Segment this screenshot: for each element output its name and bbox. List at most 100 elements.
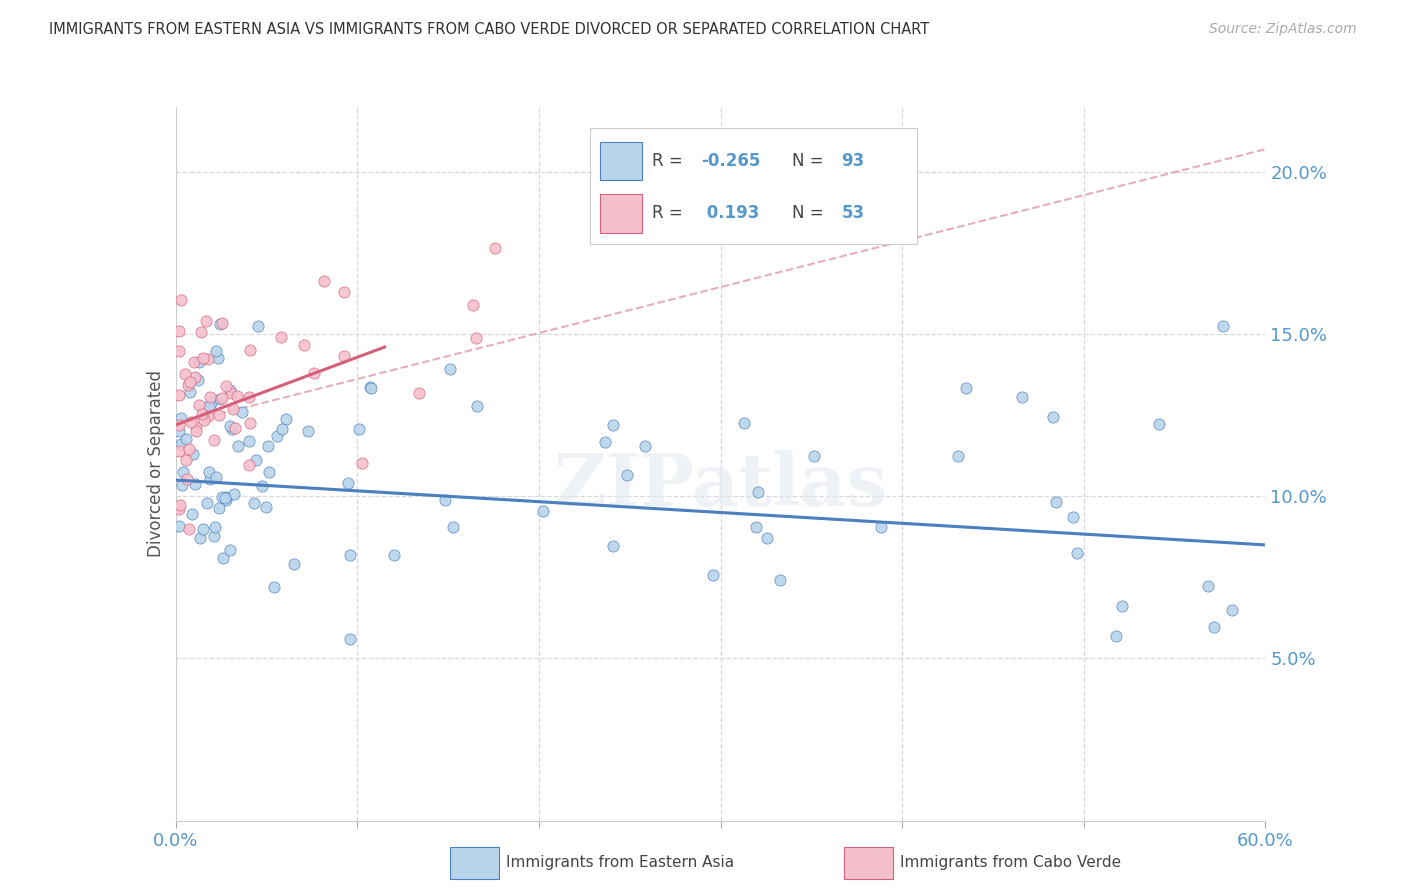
Point bbox=[208, 408, 231, 422]
Point bbox=[215, 378, 238, 392]
Point bbox=[484, 241, 506, 255]
Point bbox=[252, 479, 274, 493]
Point bbox=[211, 391, 233, 405]
Point bbox=[271, 422, 294, 436]
Point bbox=[616, 467, 638, 482]
Point bbox=[170, 477, 193, 491]
Point bbox=[226, 439, 249, 453]
Point bbox=[1011, 390, 1033, 404]
Point bbox=[257, 465, 280, 479]
Point bbox=[169, 501, 191, 516]
Point bbox=[200, 396, 222, 410]
Point bbox=[169, 343, 191, 358]
Point bbox=[191, 407, 214, 421]
Point bbox=[408, 386, 430, 401]
Point bbox=[1111, 599, 1133, 613]
Point bbox=[191, 351, 214, 365]
Point bbox=[238, 416, 260, 430]
Text: Immigrants from Eastern Asia: Immigrants from Eastern Asia bbox=[506, 855, 734, 870]
Point bbox=[238, 458, 260, 472]
Y-axis label: Divorced or Separated: Divorced or Separated bbox=[146, 370, 165, 558]
Point bbox=[463, 298, 485, 312]
Point bbox=[593, 434, 616, 449]
Bar bbox=[599, 194, 643, 233]
Point bbox=[756, 531, 779, 545]
Point bbox=[869, 520, 891, 534]
Point bbox=[197, 352, 219, 367]
Point bbox=[465, 331, 488, 345]
Point bbox=[169, 498, 191, 512]
Point bbox=[214, 491, 236, 506]
Point bbox=[174, 452, 197, 467]
Point bbox=[221, 421, 243, 435]
Point bbox=[169, 324, 191, 338]
Point bbox=[204, 520, 226, 534]
Point bbox=[177, 378, 200, 392]
Point bbox=[194, 314, 217, 328]
Point bbox=[181, 507, 204, 521]
Point bbox=[292, 338, 315, 352]
Point bbox=[224, 421, 246, 435]
Point bbox=[702, 568, 724, 582]
Point bbox=[302, 366, 325, 380]
Text: 0.193: 0.193 bbox=[702, 204, 759, 222]
Point bbox=[170, 436, 193, 450]
Point bbox=[339, 548, 361, 562]
Point bbox=[339, 632, 361, 646]
Point bbox=[955, 381, 977, 395]
Point bbox=[226, 389, 249, 403]
Point bbox=[208, 392, 231, 406]
Point bbox=[193, 413, 215, 427]
Point bbox=[191, 522, 214, 536]
Point bbox=[218, 543, 240, 558]
Text: R =: R = bbox=[652, 152, 688, 169]
Point bbox=[188, 398, 211, 412]
Point bbox=[174, 432, 197, 446]
Point bbox=[433, 493, 456, 508]
Point bbox=[190, 531, 212, 545]
Point bbox=[263, 580, 285, 594]
Point bbox=[179, 375, 201, 389]
Point bbox=[188, 355, 211, 369]
Point bbox=[169, 444, 191, 458]
Point bbox=[531, 503, 554, 517]
Point bbox=[218, 419, 240, 434]
Point bbox=[247, 318, 270, 333]
Point bbox=[231, 405, 253, 419]
Point bbox=[208, 501, 231, 516]
Point bbox=[177, 522, 200, 536]
Point bbox=[204, 343, 226, 358]
Point bbox=[349, 422, 371, 436]
Point bbox=[181, 447, 204, 461]
Point bbox=[184, 420, 207, 434]
Point bbox=[439, 362, 461, 376]
Point bbox=[239, 343, 262, 358]
Point bbox=[238, 434, 260, 448]
Point bbox=[333, 349, 356, 363]
Point bbox=[257, 439, 280, 453]
Point bbox=[184, 424, 207, 438]
Point bbox=[195, 496, 218, 510]
Point bbox=[198, 471, 221, 485]
Point bbox=[602, 539, 624, 553]
Point bbox=[245, 452, 267, 467]
Point bbox=[198, 390, 221, 404]
Point bbox=[184, 476, 207, 491]
Point bbox=[222, 487, 245, 501]
Point bbox=[803, 449, 825, 463]
Point bbox=[222, 401, 245, 416]
Point bbox=[179, 442, 201, 456]
Point bbox=[465, 399, 488, 413]
Point bbox=[1105, 629, 1128, 643]
Point bbox=[1197, 579, 1219, 593]
Point bbox=[190, 325, 212, 339]
Text: Source: ZipAtlas.com: Source: ZipAtlas.com bbox=[1209, 22, 1357, 37]
Point bbox=[382, 548, 405, 562]
Point bbox=[209, 317, 232, 331]
Point bbox=[238, 391, 260, 405]
Point bbox=[314, 274, 336, 288]
Point bbox=[176, 472, 198, 486]
Point bbox=[173, 367, 195, 381]
Point bbox=[198, 399, 221, 413]
Point bbox=[634, 438, 657, 452]
